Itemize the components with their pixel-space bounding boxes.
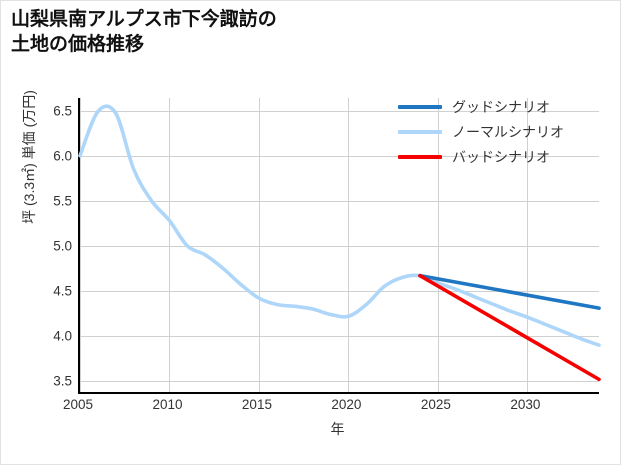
legend-label: バッドシナリオ <box>452 148 550 165</box>
series-line <box>418 273 601 310</box>
gridline-vertical <box>258 98 260 392</box>
legend-label: ノーマルシナリオ <box>452 123 564 140</box>
x-tick-label: 2030 <box>510 397 541 412</box>
x-axis-tick-labels: 2005 2010 2015 2020 2025 2030 <box>63 397 597 417</box>
series-lines <box>78 104 601 382</box>
legend-item-normal[interactable]: ノーマルシナリオ <box>398 119 603 144</box>
legend: グッドシナリオ ノーマルシナリオ バッドシナリオ <box>398 94 603 169</box>
y-axis-tick-labels: 3.5 4.0 4.5 5.0 5.5 6.0 6.5 <box>25 98 72 392</box>
x-axis-label: 年 <box>330 421 345 437</box>
plot-area <box>78 98 601 394</box>
x-tick-label: 2025 <box>420 397 451 412</box>
gridline-horizontal <box>80 110 599 112</box>
y-tick-label: 4.0 <box>53 328 72 344</box>
x-tick-label: 2005 <box>62 397 94 412</box>
gridline-horizontal <box>80 381 599 383</box>
page-title: 山梨県南アルプス市下今諏訪の 土地の価格推移 <box>11 9 277 56</box>
gridline-vertical <box>437 98 439 392</box>
gridline-vertical <box>80 98 81 392</box>
y-tick-label: 6.0 <box>53 148 72 164</box>
y-tick-label: 5.0 <box>53 238 72 254</box>
series-line <box>418 273 601 382</box>
x-tick-label: 2015 <box>241 397 272 412</box>
y-tick-label: 3.5 <box>53 373 72 389</box>
legend-label: グッドシナリオ <box>452 98 550 115</box>
gridline-horizontal <box>80 155 599 157</box>
gridline-vertical <box>169 98 171 392</box>
x-tick-label: 2010 <box>152 397 183 412</box>
gridline-horizontal <box>80 245 599 247</box>
legend-item-good[interactable]: グッドシナリオ <box>398 94 603 119</box>
y-tick-label: 4.5 <box>53 283 72 299</box>
gridline-vertical <box>348 98 350 392</box>
series-line <box>78 104 601 347</box>
legend-color-swatch <box>398 154 442 159</box>
legend-color-swatch <box>398 129 442 134</box>
y-tick-label: 5.5 <box>53 193 72 209</box>
legend-color-swatch <box>398 104 442 109</box>
gridline-horizontal <box>80 290 599 292</box>
y-tick-label: 6.5 <box>53 103 72 119</box>
gridline-vertical <box>527 98 529 392</box>
x-tick-label: 2020 <box>331 397 362 412</box>
gridline-horizontal <box>80 200 599 202</box>
gridline-horizontal <box>80 336 599 338</box>
legend-item-bad[interactable]: バッドシナリオ <box>398 144 603 169</box>
